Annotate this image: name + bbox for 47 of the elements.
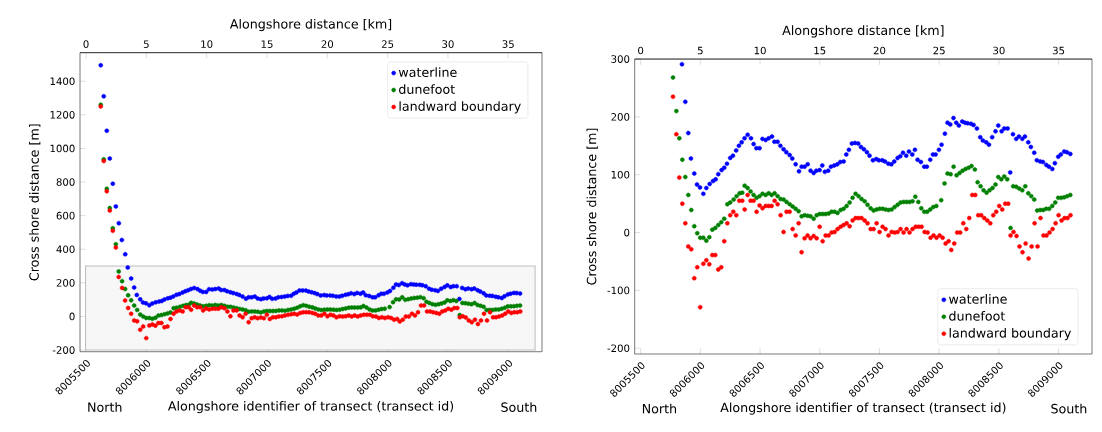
y-axis-title: Cross shore distance [m] (29, 124, 41, 281)
x2-axis-title: Alongshore distance [km] (782, 25, 944, 38)
y-tick-label: -100 (607, 286, 630, 295)
x2-tick-label: 5 (697, 46, 703, 55)
legend-label: landward boundary (949, 327, 1072, 341)
x2-tick-label: 0 (83, 40, 89, 48)
x2-tick-label: 35 (1052, 46, 1065, 55)
legend-label: landward boundary (399, 101, 521, 114)
y-tick-label: 0 (624, 228, 630, 237)
y-tick-label: 800 (56, 178, 75, 186)
y-axis-title: Cross shore distance [m] (586, 128, 598, 285)
text: South (1051, 403, 1087, 414)
y-tick-label: 100 (611, 170, 630, 179)
x2-tick-label: 20 (873, 46, 886, 55)
legend-label: waterline (949, 294, 1007, 304)
x2-tick-label: 10 (754, 46, 766, 55)
y-tick-label: 400 (56, 245, 75, 254)
text: South (501, 402, 537, 412)
x2-axis-title: Alongshore distance [km] (229, 18, 392, 32)
legend-label: dunefoot (399, 84, 455, 94)
y-tick-label: 0 (69, 312, 75, 321)
y-tick-label: 1400 (50, 77, 75, 86)
x2-tick-label: 0 (638, 46, 644, 55)
y-tick-label: 200 (56, 279, 75, 287)
x2-tick-label: 30 (442, 40, 454, 48)
y-tick-label: 1200 (50, 110, 75, 119)
legend-label: waterline (398, 67, 457, 78)
y-tick-label: -200 (52, 346, 75, 354)
text: North (88, 402, 122, 412)
y-tick-label: 600 (56, 211, 75, 220)
x2-tick-label: 10 (201, 40, 213, 48)
legend-label: dunefoot (949, 310, 1006, 321)
y-tick-label: 1000 (50, 144, 75, 153)
x-axis-title: Alongshore identifier of transect (transect id) (720, 402, 1006, 415)
x2-tick-label: 15 (261, 40, 273, 48)
x2-tick-label: 25 (933, 46, 945, 55)
x2-tick-label: 35 (502, 40, 514, 48)
x2-tick-label: 15 (814, 46, 826, 55)
x-axis-title: Alongshore identifier of transect (transect id) (167, 400, 454, 414)
text: North (642, 403, 677, 414)
y-tick-label: -200 (607, 344, 630, 353)
y-tick-label: 200 (611, 113, 630, 121)
x2-tick-label: 5 (143, 40, 149, 48)
x2-tick-label: 25 (381, 40, 394, 48)
x2-tick-label: 30 (993, 46, 1005, 55)
y-tick-label: 300 (611, 55, 630, 63)
x2-tick-label: 20 (321, 40, 334, 48)
